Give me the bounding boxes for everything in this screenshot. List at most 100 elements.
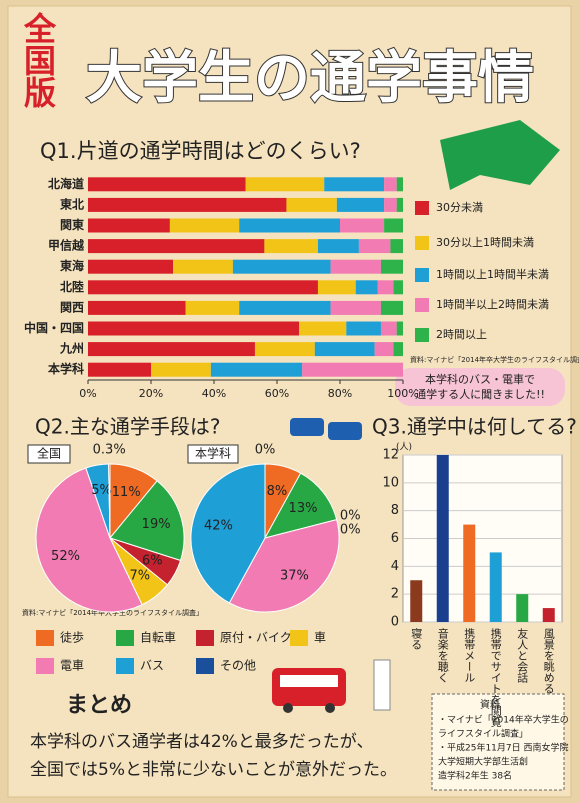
bar-segment <box>239 300 331 315</box>
bar-segment <box>340 218 385 233</box>
legend-swatch <box>196 658 214 674</box>
source-box <box>431 693 565 791</box>
x-tick-label: 携帯でサイトを閲覧 <box>489 627 502 728</box>
x-tick-label: 80% <box>328 387 352 400</box>
legend-label: 1時間以上1時間半未満 <box>436 267 549 281</box>
bar-segment <box>88 342 255 357</box>
legend-label: 30分以上1時間未満 <box>436 236 534 249</box>
data-label: 37% <box>280 569 309 584</box>
bar-segment <box>317 280 356 295</box>
bar-segment <box>210 362 303 377</box>
bar-segment <box>185 300 240 315</box>
bar-segment <box>336 197 385 212</box>
callout-line: 本学科のバス・電車で <box>425 372 535 386</box>
data-label: 6% <box>142 553 163 568</box>
callout-line: 通学する人に聞きました!! <box>415 387 545 401</box>
y-tick-label: 4 <box>391 559 399 574</box>
bar-segment <box>239 218 340 233</box>
legend-label: 2時間以上 <box>436 328 487 341</box>
q2-note: 資料:マイナビ「2014年卒大学生のライフスタイル調査」 <box>22 608 203 617</box>
bar-segment <box>88 177 246 192</box>
bar-segment <box>330 300 381 315</box>
pie-label: 本学科 <box>195 446 231 461</box>
bar-segment <box>396 197 403 212</box>
pie-label-box <box>187 444 239 464</box>
decor-map <box>440 120 560 190</box>
summary-line: 全国では5%と非常に少ないことが意外だった。 <box>30 760 397 780</box>
category-label: 東海 <box>60 258 84 273</box>
data-label: 0% <box>340 509 361 524</box>
bar-segment <box>396 177 403 192</box>
legend-label: 徒歩 <box>60 630 84 645</box>
data-label: 19% <box>142 517 171 532</box>
category-label: 九州 <box>59 341 84 356</box>
pie-slice <box>190 463 266 604</box>
data-label: 52% <box>51 549 80 564</box>
category-label: 甲信越 <box>48 238 85 253</box>
pie-label-box <box>27 444 71 464</box>
bar-segment <box>374 342 394 357</box>
category-label: 関東 <box>60 217 84 232</box>
data-label: 7% <box>129 568 150 583</box>
pie-label: 全国 <box>37 446 61 461</box>
bar-segment <box>358 239 391 254</box>
bar-segment <box>355 280 378 295</box>
q1-note: 資料:マイナビ「2014年卒大学生のライフスタイル調査」 <box>410 355 579 364</box>
bar-segment <box>380 300 403 315</box>
summary-heading: まとめ <box>66 693 132 718</box>
bus-illustration <box>272 659 391 713</box>
legend-label: 自転車 <box>140 631 176 645</box>
x-tick-label: 40% <box>202 387 226 400</box>
x-tick-label: 20% <box>139 387 163 400</box>
bar-segment <box>302 362 403 377</box>
data-label: 42% <box>204 519 233 534</box>
y-tick-label: 12 <box>382 448 399 463</box>
bar-segment <box>380 259 403 274</box>
y-tick-label: 10 <box>382 475 399 490</box>
category-label: 北海道 <box>48 176 84 191</box>
legend-label: バス <box>140 659 164 673</box>
data-label: 0.3% <box>93 443 126 458</box>
y-tick-label: 6 <box>391 531 399 546</box>
bar-segment <box>393 342 403 357</box>
x-tick-label: 友人と会話 <box>516 627 529 684</box>
category-label: 関西 <box>60 300 84 314</box>
bar-segment <box>173 259 233 274</box>
bar-segment <box>377 280 394 295</box>
x-tick-label: 100% <box>387 387 418 400</box>
source-line: ・平成25年11月7日 西南女学院 <box>438 742 569 754</box>
bar <box>489 552 502 622</box>
x-tick-label: 0% <box>79 387 96 400</box>
data-label: 0% <box>255 443 276 458</box>
data-label: 13% <box>289 501 318 516</box>
y-tick-label: 2 <box>391 587 399 602</box>
bar-segment <box>286 197 337 212</box>
bar-segment <box>384 197 397 212</box>
bar-segment <box>88 218 170 233</box>
source-line: ライフスタイル調査」 <box>438 728 528 740</box>
pie-slice <box>109 480 185 562</box>
bar-segment <box>390 239 403 254</box>
bar-segment <box>88 239 265 254</box>
title-badge: 全国版 <box>19 11 57 109</box>
bar-segment <box>384 218 403 233</box>
legend-swatch <box>415 201 429 215</box>
bar-segment <box>384 177 397 192</box>
bar-segment <box>254 342 315 357</box>
bar-segment <box>314 342 375 357</box>
source-line: ・マイナビ「2014年卒大学生の <box>438 714 569 726</box>
source-line: 造学科2年生 38名 <box>438 770 512 782</box>
bar-segment <box>380 321 397 336</box>
pie-slice <box>108 463 111 539</box>
bar-segment <box>169 218 240 233</box>
legend-swatch <box>116 630 134 646</box>
category-label: 中国・四国 <box>24 320 84 335</box>
summary-line: 本学科のバス通学者は42%と最多だったが、 <box>30 732 373 752</box>
legend-label: 30分未満 <box>436 201 483 214</box>
pie-slice <box>228 518 340 613</box>
legend-swatch <box>116 658 134 674</box>
legend-swatch <box>415 268 429 282</box>
x-tick-label: 携帯メール <box>463 627 476 683</box>
